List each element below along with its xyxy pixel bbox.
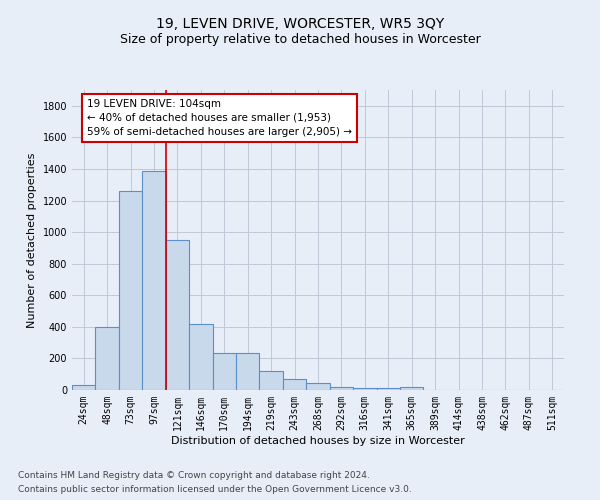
Bar (166, 240, 189, 390)
Bar (259, 371, 283, 390)
Bar (400, 387, 424, 390)
Text: 19, LEVEN DRIVE, WORCESTER, WR5 3QY: 19, LEVEN DRIVE, WORCESTER, WR5 3QY (156, 18, 444, 32)
X-axis label: Distribution of detached houses by size in Worcester: Distribution of detached houses by size … (171, 436, 465, 446)
Text: Contains HM Land Registry data © Crown copyright and database right 2024.
Contai: Contains HM Land Registry data © Crown c… (18, 472, 412, 494)
Bar (306, 384, 330, 390)
Text: 19 LEVEN DRIVE: 104sqm
← 40% of detached houses are smaller (1,953)
59% of semi-: 19 LEVEN DRIVE: 104sqm ← 40% of detached… (87, 99, 352, 137)
Text: Size of property relative to detached houses in Worcester: Size of property relative to detached ho… (119, 32, 481, 46)
Bar (236, 353, 259, 390)
Bar (330, 387, 353, 390)
Bar (377, 388, 400, 390)
Bar (283, 379, 306, 390)
Bar (212, 353, 236, 390)
Bar (119, 191, 142, 390)
Bar (189, 324, 212, 390)
Bar (142, 170, 166, 390)
Bar (353, 388, 377, 390)
Bar (95, 327, 119, 390)
Bar (72, 386, 95, 390)
Y-axis label: Number of detached properties: Number of detached properties (27, 152, 37, 328)
